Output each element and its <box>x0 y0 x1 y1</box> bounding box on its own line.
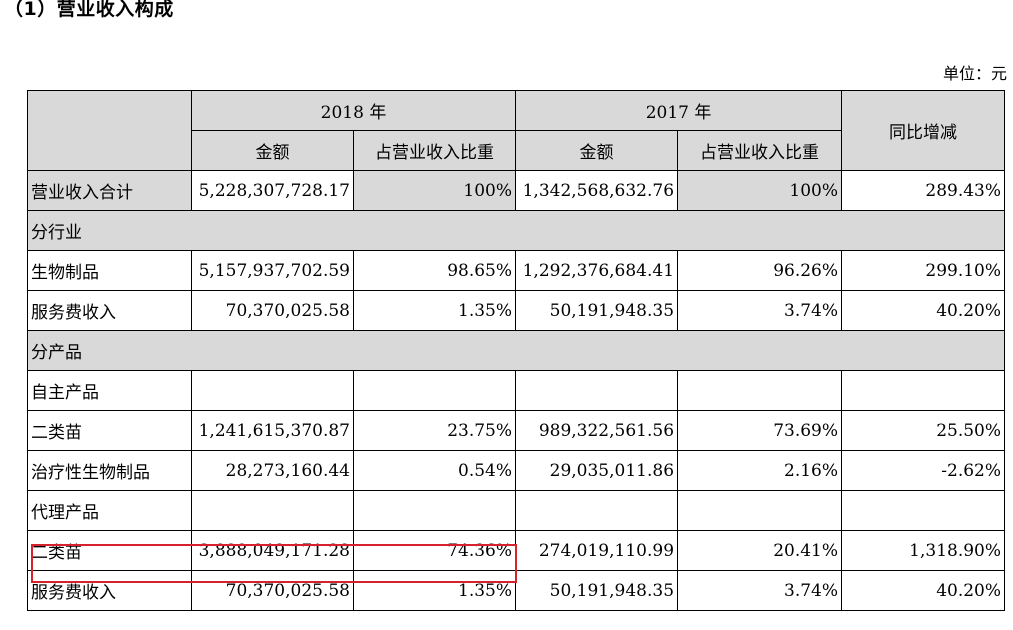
amount-2017: 1,342,568,632.76 <box>515 170 679 211</box>
table-row: 二类苗 1,241,615,370.87 23.75% 989,322,561.… <box>27 410 1006 451</box>
revenue-composition-table: 2018 年 2017 年 同比增减 金额 占营业收入比重 金额 占营业收入比重… <box>26 90 1006 611</box>
header-amount-2017: 金额 <box>515 130 679 171</box>
header-amount-2018: 金额 <box>191 130 354 171</box>
amount-2017: 989,322,561.56 <box>515 410 679 451</box>
yoy-change <box>841 490 1006 531</box>
header-share-2017: 占营业收入比重 <box>677 130 843 171</box>
share-2017 <box>677 370 843 411</box>
amount-2017: 274,019,110.99 <box>515 530 679 571</box>
amount-2017: 50,191,948.35 <box>515 570 679 611</box>
amount-2018 <box>191 490 354 531</box>
table-row: 服务费收入 70,370,025.58 1.35% 50,191,948.35 … <box>27 570 1006 611</box>
share-2017: 2.16% <box>677 450 843 491</box>
section-title: （1）营业收入构成 <box>4 0 174 20</box>
header-empty-cell <box>27 90 192 171</box>
row-label: 营业收入合计 <box>27 170 192 211</box>
yoy-change: 25.50% <box>841 410 1006 451</box>
amount-2018 <box>191 370 354 411</box>
amount-2017: 50,191,948.35 <box>515 290 679 331</box>
amount-2018: 3,888,049,171.28 <box>191 530 354 571</box>
share-2017: 3.74% <box>677 290 843 331</box>
row-label: 二类苗 <box>27 530 192 571</box>
share-2017: 96.26% <box>677 250 843 291</box>
share-2018: 1.35% <box>352 570 517 611</box>
amount-2017 <box>515 370 679 411</box>
amount-2018: 70,370,025.58 <box>191 290 354 331</box>
share-2018 <box>352 490 517 531</box>
header-yoy: 同比增减 <box>841 90 1006 171</box>
amount-2018: 5,228,307,728.17 <box>191 170 354 211</box>
amount-2017 <box>515 490 679 531</box>
yoy-change: -2.62% <box>841 450 1006 491</box>
share-2018: 98.65% <box>352 250 517 291</box>
table-row: 代理产品 <box>27 490 1006 531</box>
unit-label: 单位：元 <box>942 64 1007 83</box>
amount-2018: 28,273,160.44 <box>191 450 354 491</box>
row-label: 服务费收入 <box>27 570 192 611</box>
share-2018: 23.75% <box>352 410 517 451</box>
row-label: 代理产品 <box>27 490 192 531</box>
share-2018: 1.35% <box>352 290 517 331</box>
yoy-change: 40.20% <box>841 290 1006 331</box>
yoy-change: 299.10% <box>841 250 1006 291</box>
table-row-highlighted: 二类苗 3,888,049,171.28 74.36% 274,019,110.… <box>27 530 1006 571</box>
table-row: 自主产品 <box>27 370 1006 411</box>
yoy-change: 40.20% <box>841 570 1006 611</box>
header-share-2018: 占营业收入比重 <box>352 130 517 171</box>
amount-2018: 1,241,615,370.87 <box>191 410 354 451</box>
share-2017: 20.41% <box>677 530 843 571</box>
amount-2017: 29,035,011.86 <box>515 450 679 491</box>
yoy-change: 289.43% <box>841 170 1006 211</box>
header-2018: 2018 年 <box>190 90 517 131</box>
table-row-total: 营业收入合计 5,228,307,728.17 100% 1,342,568,6… <box>27 170 1006 211</box>
row-label: 自主产品 <box>27 370 192 411</box>
row-label: 生物制品 <box>27 250 192 291</box>
table-row: 生物制品 5,157,937,702.59 98.65% 1,292,376,6… <box>27 250 1006 291</box>
row-label: 服务费收入 <box>27 290 192 331</box>
yoy-change: 1,318.90% <box>841 530 1006 571</box>
yoy-change <box>841 370 1006 411</box>
share-2018: 74.36% <box>352 530 517 571</box>
share-2018: 0.54% <box>352 450 517 491</box>
section-label-by-product: 分产品 <box>26 330 1006 371</box>
share-2018 <box>352 370 517 411</box>
amount-2018: 70,370,025.58 <box>191 570 354 611</box>
share-2017 <box>677 490 843 531</box>
share-2017: 100% <box>677 170 843 211</box>
header-2017: 2017 年 <box>515 90 843 131</box>
row-label: 二类苗 <box>27 410 192 451</box>
amount-2018: 5,157,937,702.59 <box>191 250 354 291</box>
table-row: 治疗性生物制品 28,273,160.44 0.54% 29,035,011.8… <box>27 450 1006 491</box>
table-row-section: 分产品 <box>26 330 1006 371</box>
row-label: 治疗性生物制品 <box>27 450 192 491</box>
amount-2017: 1,292,376,684.41 <box>515 250 679 291</box>
table-row-section: 分行业 <box>26 210 1006 251</box>
share-2017: 73.69% <box>677 410 843 451</box>
share-2018: 100% <box>352 170 517 211</box>
share-2017: 3.74% <box>677 570 843 611</box>
table-row: 服务费收入 70,370,025.58 1.35% 50,191,948.35 … <box>27 290 1006 331</box>
section-label-by-industry: 分行业 <box>26 210 1006 251</box>
